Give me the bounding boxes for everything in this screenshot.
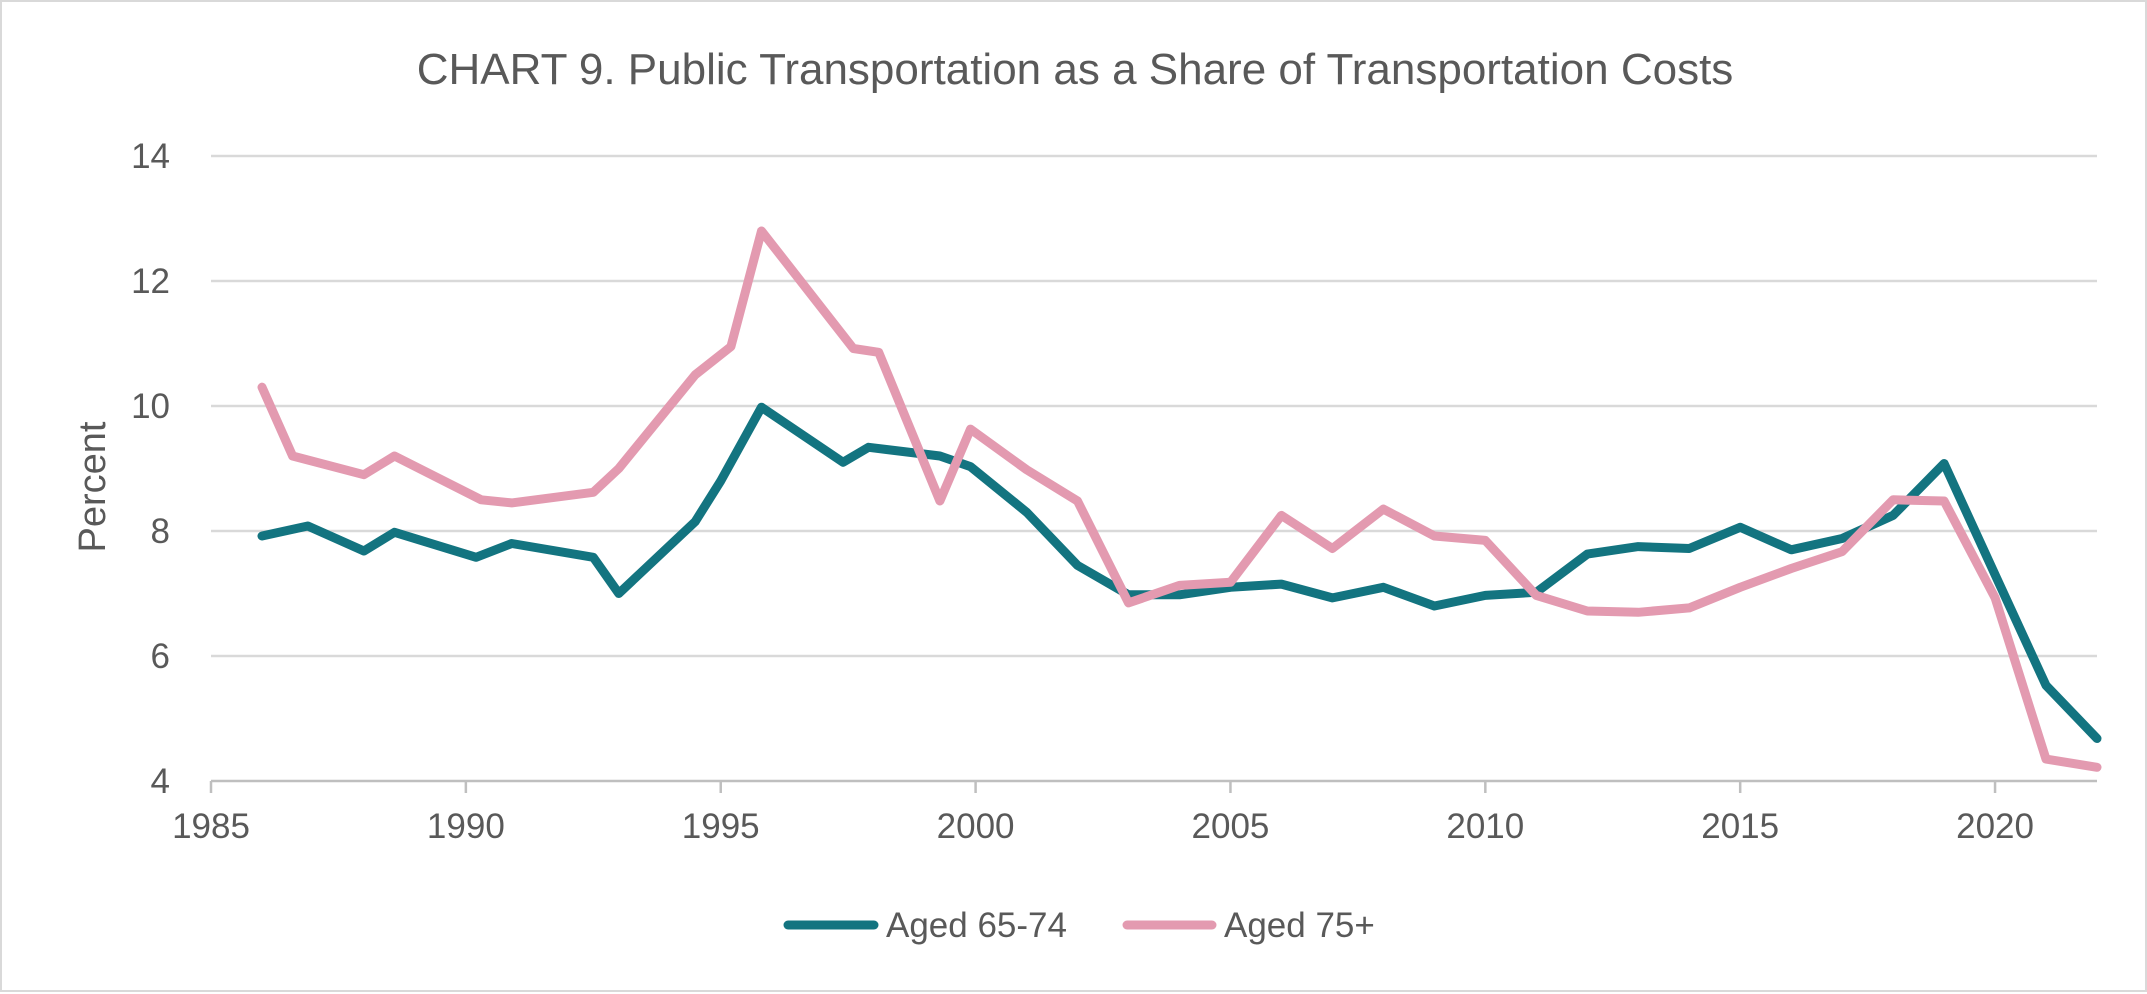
y-tick-label: 6 [151,637,170,676]
y-tick-label: 10 [131,387,170,426]
legend-label: Aged 75+ [1224,906,1375,945]
chart-title: CHART 9. Public Transportation as a Shar… [417,45,1734,94]
x-axis: 1985 1990 1995 2000 2005 2010 2015 2020 [172,779,2097,846]
x-tick-label: 2010 [1446,807,1524,846]
legend-item: Aged 75+ [1122,906,1375,945]
y-axis: 4 6 8 10 12 14 [131,137,170,801]
series-lines [257,226,2102,772]
series-line-aged-65-74 [257,402,2102,743]
y-tick-label: 8 [151,512,170,551]
y-axis-title: Percent [72,421,114,552]
gridlines [211,154,2097,658]
legend-label: Aged 65-74 [886,906,1067,945]
x-tick-label: 2000 [937,807,1015,846]
x-tick-label: 1985 [172,807,250,846]
series-line-aged-75-plus [257,226,2102,772]
x-tick-label: 2020 [1956,807,2034,846]
legend-item: Aged 65-74 [783,906,1067,945]
x-tick-label: 2015 [1701,807,1779,846]
y-tick-label: 12 [131,262,170,301]
x-tick-label: 1990 [427,807,505,846]
x-tick-label: 2005 [1192,807,1270,846]
y-tick-label: 14 [131,137,170,176]
legend: Aged 65-74 Aged 75+ [783,906,1375,945]
x-tick-label: 1995 [682,807,760,846]
y-tick-label: 4 [151,762,170,801]
